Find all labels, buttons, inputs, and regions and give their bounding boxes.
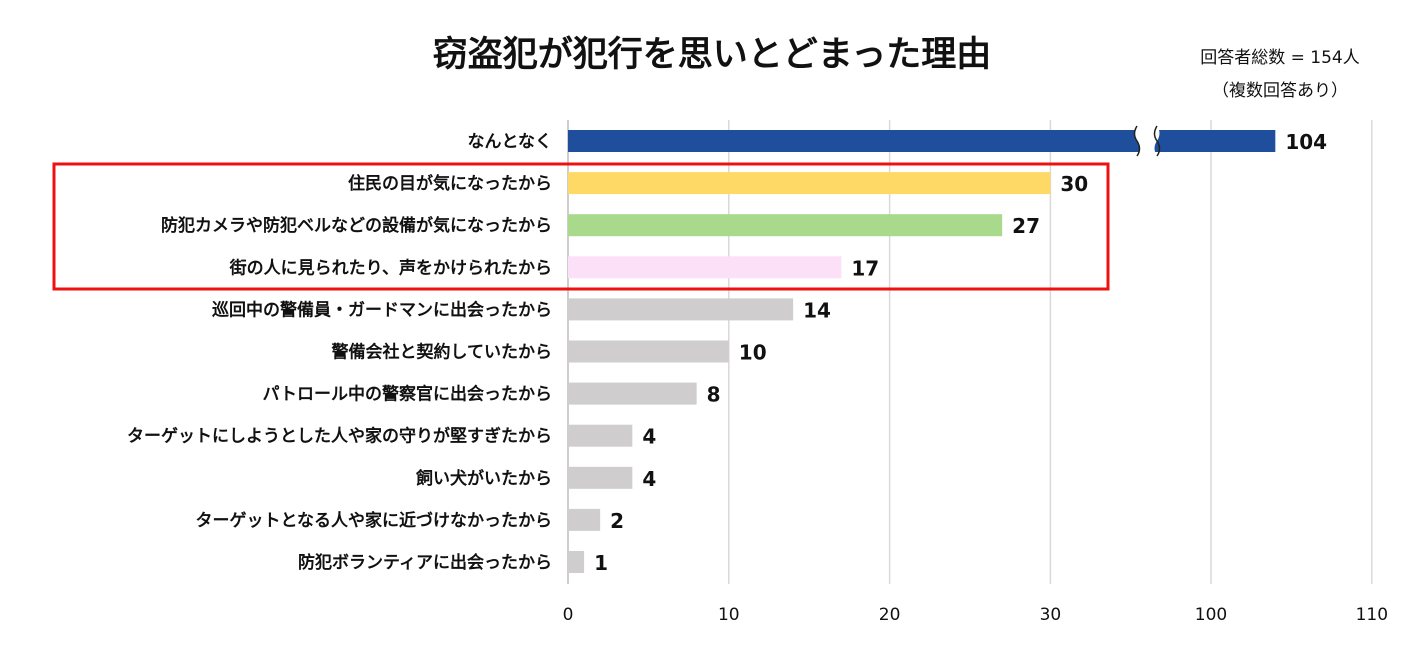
category-label: 街の人に見られたり、声をかけられたから [229,257,552,278]
category-label: 飼い犬がいたから [415,468,552,489]
chart-title: 窃盗犯が犯行を思いとどまった理由 [433,35,992,75]
value-label: 4 [642,467,656,491]
highlight-box [52,162,1110,291]
x-tick-label: 30 [1040,605,1062,625]
category-label: 防犯ボランティアに出会ったから [298,552,552,573]
bar [568,424,633,447]
bar [568,382,697,405]
x-tick-label: 0 [563,605,574,625]
category-label: 警備会社と契約していたから [331,342,553,363]
multiple-answers-note: （複数回答あり） [1212,81,1348,101]
axis-break-mark [1153,125,1161,157]
bar [568,130,1276,152]
value-label: 1 [594,551,608,575]
value-label: 10 [739,341,767,365]
x-tick-label: 10 [718,605,740,625]
category-label: 防犯カメラや防犯ベルなどの設備が気になったから [161,215,552,236]
bar [568,214,1003,237]
x-tick-label: 20 [879,605,901,625]
category-label: なんとなく [468,132,553,152]
bar [568,172,1051,195]
axis-break-mark [1133,125,1141,157]
bar [568,466,633,489]
bar [568,298,794,321]
value-label: 30 [1060,172,1088,196]
respondent-count-note: 回答者総数 = 154人 [1200,48,1360,68]
axis-break-gap [1134,126,1160,156]
value-label: 27 [1012,214,1040,238]
x-tick-label: 100 [1195,605,1227,625]
bar [568,508,601,531]
value-label: 2 [610,509,624,533]
category-label: パトロール中の警察官に出会ったから [262,384,552,405]
value-label: 4 [642,425,656,449]
category-label: ターゲットとなる人や家に近づけなかったから [196,510,553,531]
category-label: ターゲットにしようとした人や家の守りが堅すぎたから [127,426,552,447]
category-label: 巡回中の警備員・ガードマンに出会ったから [212,299,552,320]
x-tick-label: 110 [1356,605,1388,625]
value-label: 17 [851,256,879,280]
value-label: 104 [1285,130,1327,154]
bar [568,551,585,573]
category-label: 住民の目が気になったから [348,173,552,194]
bar [568,256,842,279]
bar [568,340,729,363]
value-label: 14 [803,298,831,322]
value-label: 8 [707,383,721,407]
